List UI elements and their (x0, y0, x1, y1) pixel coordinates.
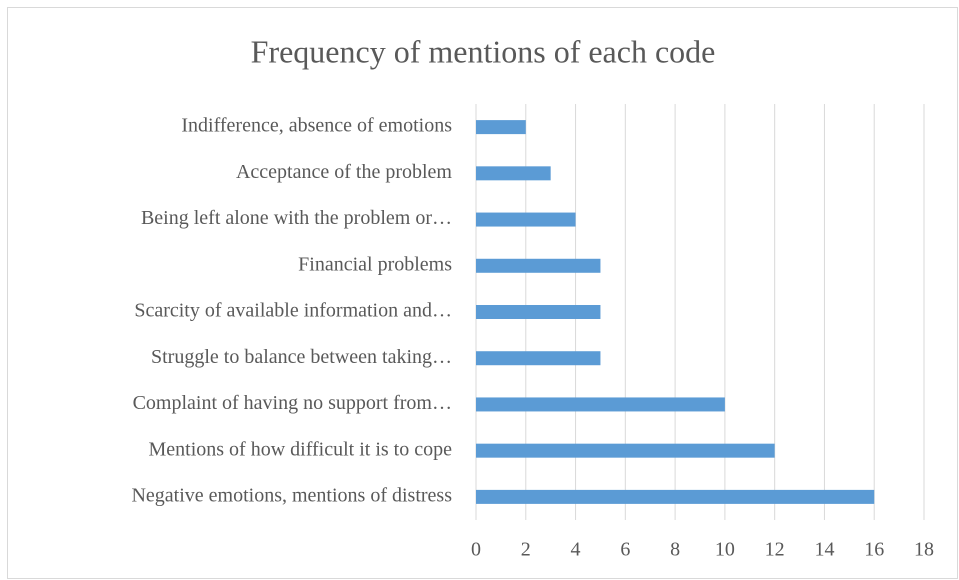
bar (476, 120, 526, 135)
bar (476, 489, 875, 504)
y-tick-label: Financial problems (298, 253, 452, 275)
y-tick-label: Acceptance of the problem (236, 161, 452, 183)
bar (476, 212, 576, 227)
bar (476, 258, 601, 273)
bar (476, 397, 725, 412)
y-tick-label: Mentions of how difficult it is to cope (149, 438, 453, 460)
chart-title: Frequency of mentions of each code (251, 33, 716, 69)
x-tick-label: 16 (864, 539, 884, 561)
x-tick-label: 8 (670, 539, 680, 561)
bar (476, 351, 601, 366)
x-tick-label: 2 (521, 539, 531, 561)
y-tick-label: Struggle to balance between taking… (151, 346, 452, 368)
bar (476, 166, 551, 181)
x-tick-label: 12 (765, 539, 785, 561)
y-tick-label: Indifference, absence of emotions (181, 115, 452, 137)
x-tick-label: 10 (715, 539, 735, 561)
chart-border (7, 7, 958, 579)
y-tick-label: Complaint of having no support from… (133, 392, 452, 414)
x-tick-label: 14 (814, 539, 834, 561)
x-tick-label: 6 (620, 539, 630, 561)
bar (476, 305, 601, 319)
y-tick-label: Being left alone with the problem or… (141, 207, 452, 229)
y-tick-label: Negative emotions, mentions of distress (131, 484, 452, 506)
x-tick-label: 4 (571, 539, 581, 561)
x-tick-label: 0 (471, 539, 481, 561)
y-tick-label: Scarcity of available information and… (134, 300, 452, 322)
x-tick-label: 18 (914, 539, 934, 561)
bar (476, 443, 775, 458)
